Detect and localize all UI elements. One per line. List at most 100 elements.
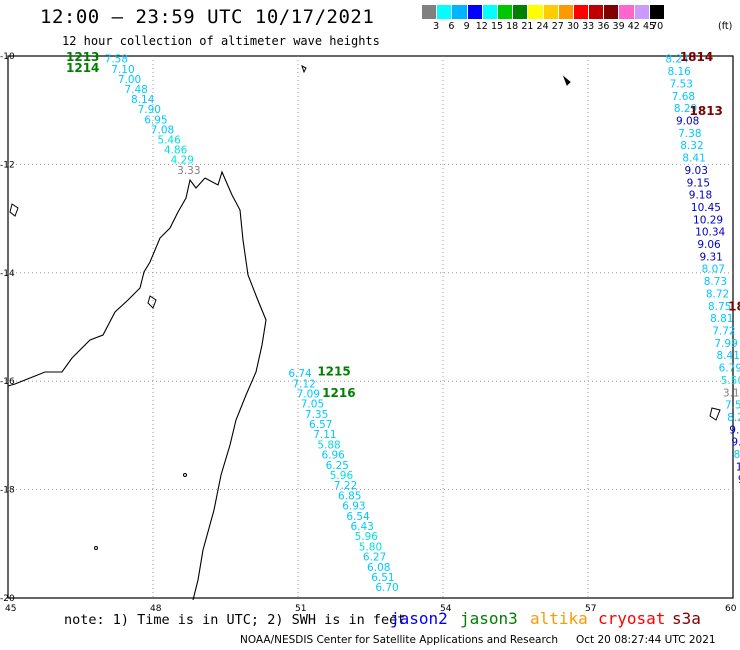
- colorbar-swatch: [589, 5, 605, 19]
- madagascar-coastline: [7, 170, 267, 601]
- lat-tick-label: -16: [0, 377, 15, 387]
- swh-value: 5.50: [721, 375, 740, 387]
- swh-value: 8.24: [665, 54, 689, 66]
- swh-value: 3.33: [177, 165, 200, 177]
- swh-value: 9.15: [687, 177, 710, 189]
- swh-value: 3.16: [723, 387, 740, 399]
- swh-value: 10.45: [691, 202, 721, 214]
- colorbar-tick-label: 18: [506, 21, 519, 32]
- swh-value: 9.08: [676, 115, 699, 127]
- pass-number-label: 1216: [322, 386, 355, 400]
- colorbar: [422, 5, 665, 19]
- swh-value: 8.14: [131, 94, 155, 106]
- swh-value: 6.95: [144, 114, 167, 126]
- colorbar-swatch: [604, 5, 620, 19]
- lon-tick-label: 57: [585, 604, 596, 614]
- colorbar-tick-label: 30: [566, 21, 580, 32]
- swh-value: 7.58: [105, 54, 128, 66]
- colorbar-tick-label: 6: [448, 21, 455, 32]
- swh-value: 6.79: [719, 363, 740, 375]
- swh-value: 6.43: [350, 521, 373, 533]
- lat-tick-label: -10: [0, 52, 15, 62]
- island-shape: [183, 473, 187, 477]
- swh-value: 6.27: [363, 552, 386, 564]
- swh-value: 7.35: [305, 409, 328, 421]
- swh-value: 7.72: [712, 326, 735, 338]
- swh-value: 9.03: [685, 165, 708, 177]
- pass-number-label: 1213: [66, 50, 99, 64]
- swh-value: 8.73: [704, 276, 727, 288]
- swh-value: 9: [738, 474, 740, 486]
- island-shape: [709, 407, 721, 421]
- swh-value: 9.03: [729, 424, 740, 436]
- legend-altika: altika: [530, 609, 588, 628]
- lat-tick-label: -18: [0, 486, 15, 496]
- page-subtitle: 12 hour collection of altimeter wave hei…: [62, 34, 380, 48]
- map-frame: [7, 55, 734, 599]
- colorbar-tick-label: 3: [433, 21, 440, 32]
- colorbar-tick-label: 27: [551, 21, 564, 32]
- swh-value: 7.05: [301, 399, 324, 411]
- colorbar-tick-label: 12: [475, 21, 488, 32]
- colorbar-swatch: [497, 5, 514, 19]
- island-shape: [147, 295, 157, 309]
- pass-number-label: 1814: [680, 50, 713, 64]
- swh-value: 8.29: [727, 412, 740, 424]
- colorbar-swatch: [437, 5, 453, 19]
- lat-tick-label: -12: [0, 160, 15, 170]
- swh-value: 7.68: [672, 91, 695, 103]
- colorbar-tick-label: 21: [521, 21, 534, 32]
- colorbar-tick-label: 45: [642, 21, 656, 32]
- island-shape: [562, 75, 571, 86]
- legend-jason2: jason2: [390, 609, 448, 628]
- lon-tick-label: 48: [150, 604, 162, 614]
- lon-tick-label: 54: [440, 604, 452, 614]
- swh-value: 6.54: [346, 511, 370, 523]
- pass-number-label: 1215: [317, 364, 350, 378]
- swh-value: 7.57: [725, 400, 740, 412]
- swh-value: 7.11: [313, 429, 336, 441]
- swh-value: 9.31: [699, 251, 722, 263]
- swh-value: 8.81: [710, 313, 733, 325]
- colorbar-tick-label: 15: [490, 21, 504, 32]
- lat-tick-label: -14: [0, 269, 15, 279]
- colorbar-tick-label: 9: [463, 21, 470, 32]
- island-shape: [9, 203, 19, 217]
- swh-value: 6.25: [326, 460, 349, 472]
- colorbar-swatch: [513, 5, 529, 19]
- colorbar-tick-label: 24: [536, 21, 549, 32]
- legend-jason3: jason3: [460, 609, 518, 628]
- colorbar-unit: (ft): [718, 21, 733, 32]
- swh-value: 5.96: [355, 531, 379, 543]
- lon-tick-label: 60: [725, 604, 737, 614]
- pass-number-label: 18: [728, 299, 740, 313]
- swh-value: 7.12: [292, 378, 315, 390]
- swh-value: 5.46: [157, 135, 181, 147]
- colorbar-swatch: [619, 5, 635, 19]
- swh-value: 8.72: [706, 288, 729, 300]
- swh-value: 10: [736, 461, 740, 473]
- swh-value: 7.48: [124, 84, 147, 96]
- swh-value: 5.80: [359, 541, 382, 553]
- island-shape: [94, 546, 98, 550]
- swh-value: 6.57: [309, 419, 332, 431]
- credit-line: NOAA/NESDIS Center for Satellite Applica…: [240, 634, 716, 646]
- swh-value: 7.90: [138, 104, 161, 116]
- swh-value: 7.99: [714, 338, 737, 350]
- swh-value: 7.22: [334, 480, 357, 492]
- colorbar-swatch: [482, 5, 498, 19]
- colorbar-swatch: [649, 5, 665, 19]
- swh-value: 6.51: [371, 572, 394, 584]
- colorbar-swatch: [467, 5, 483, 19]
- note-text: note: 1) Time is in UTC; 2) SWH is in fe…: [64, 612, 406, 628]
- swh-value: 8.32: [680, 140, 703, 152]
- swh-value: 6.93: [342, 501, 365, 513]
- swh-value: 8.16: [667, 66, 691, 78]
- legend-cryosat: cryosat: [598, 609, 666, 628]
- lon-tick-label: 45: [5, 604, 16, 614]
- swh-value: 6.70: [375, 582, 398, 594]
- lon-tick-label: 51: [295, 604, 306, 614]
- swh-value: 9.18: [689, 190, 712, 202]
- swh-value: 8.07: [702, 264, 725, 276]
- swh-value: 8.75: [708, 301, 731, 313]
